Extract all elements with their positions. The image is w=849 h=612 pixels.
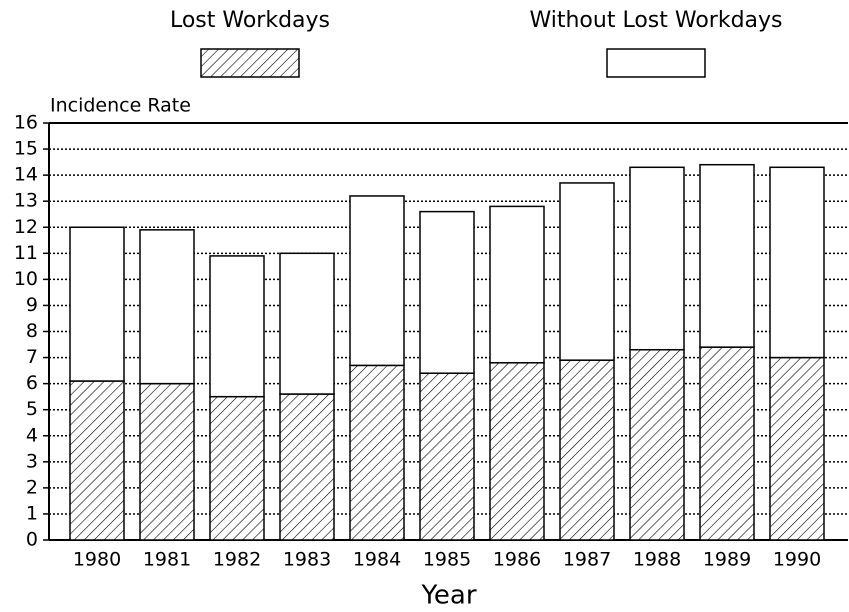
x-tick-label: 1986 (493, 549, 541, 571)
y-tick-label: 12 (14, 216, 38, 238)
bar-segment (279, 252, 335, 395)
x-tick-label: 1988 (633, 549, 681, 571)
x-tick-label: 1981 (143, 549, 191, 571)
y-tick-label: 10 (14, 268, 38, 290)
x-tick-label: 1985 (423, 549, 471, 571)
x-tick-label: 1984 (353, 549, 401, 571)
x-tick-label: 1989 (703, 549, 751, 571)
bar-segment (349, 364, 405, 541)
y-tick-label: 14 (14, 164, 38, 186)
y-tick-label: 2 (26, 476, 38, 498)
y-tick-label: 3 (26, 450, 38, 472)
x-tick-label: 1980 (73, 549, 121, 571)
bar-segment (699, 163, 755, 348)
y-tick-label: 11 (14, 242, 38, 264)
y-tick-label: 9 (26, 294, 38, 316)
x-axis-label: Year (420, 581, 476, 611)
bar-segment (629, 348, 685, 541)
bar-segment (419, 372, 475, 541)
bar-segment (769, 356, 825, 541)
y-axis-label: Incidence Rate (50, 95, 191, 117)
bar-segment (69, 226, 125, 382)
legend-swatch (606, 48, 706, 78)
x-tick-label: 1983 (283, 549, 331, 571)
bar-segment (279, 393, 335, 541)
bar-segment (489, 362, 545, 541)
bar-segment (629, 166, 685, 351)
x-tick-label: 1990 (773, 549, 821, 571)
bar-segment (209, 395, 265, 541)
bar-segment (419, 210, 475, 374)
y-tick-label: 13 (14, 190, 38, 212)
legend-swatch (200, 48, 300, 78)
bar-segment (209, 255, 265, 398)
x-tick-label: 1982 (213, 549, 261, 571)
y-tick-label: 5 (26, 398, 38, 420)
y-tick-label: 16 (14, 112, 38, 134)
bar-segment (699, 346, 755, 541)
y-tick-label: 0 (26, 529, 38, 551)
legend-label: Lost Workdays (170, 8, 330, 33)
y-tick-label: 1 (26, 502, 38, 524)
y-tick-label: 15 (14, 138, 38, 160)
bar-segment (139, 229, 195, 385)
bar-segment (349, 195, 405, 367)
y-tick-label: 8 (26, 320, 38, 342)
x-tick-label: 1987 (563, 549, 611, 571)
legend-label: Without Lost Workdays (529, 8, 782, 33)
bar-segment (559, 182, 615, 361)
y-tick-label: 6 (26, 372, 38, 394)
bar-segment (489, 205, 545, 364)
y-tick-label: 4 (26, 424, 38, 446)
bar-segment (769, 166, 825, 359)
bar-segment (139, 382, 195, 541)
y-tick-label: 7 (26, 346, 38, 368)
bar-segment (559, 359, 615, 541)
bar-segment (69, 380, 125, 541)
